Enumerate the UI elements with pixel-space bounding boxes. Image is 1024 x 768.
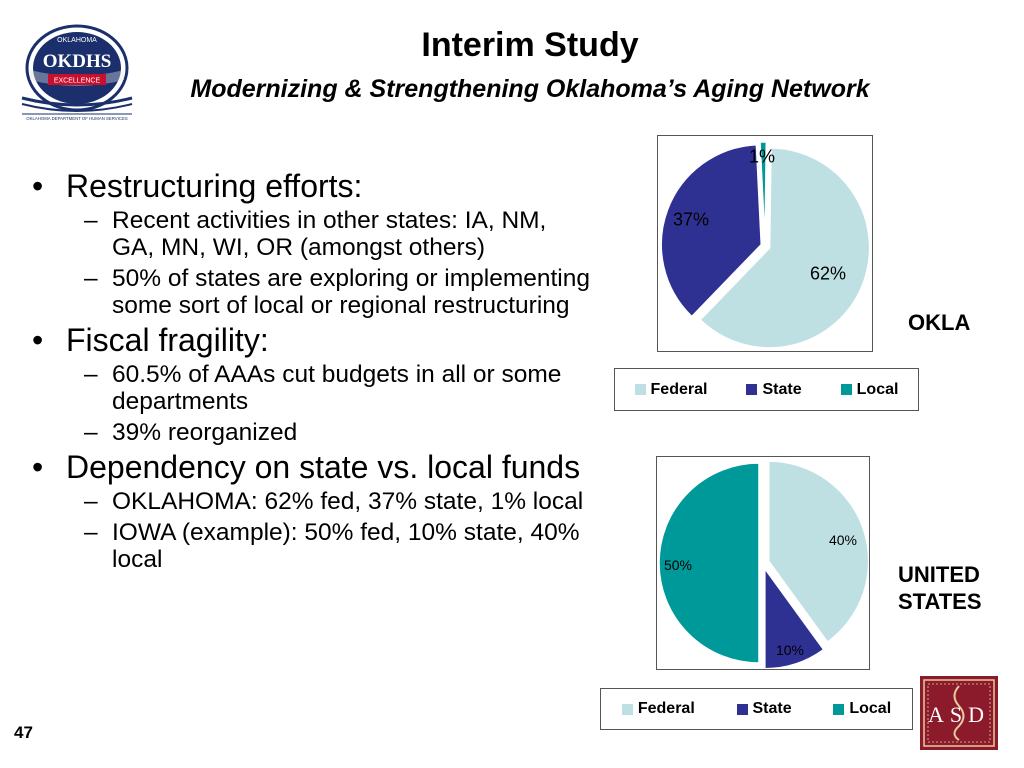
pie-data-label-federal: 40% <box>829 532 857 548</box>
us-pie-chart: 40% 10% 50% <box>658 460 870 670</box>
pie-slice-state <box>764 566 825 670</box>
bullet-list: Restructuring efforts: Recent activities… <box>32 165 592 577</box>
legend-item-state: State <box>746 380 802 399</box>
legend-swatch <box>736 703 748 715</box>
pie-slice-federal <box>699 147 871 349</box>
legend-label: Local <box>856 380 899 398</box>
legend-swatch <box>621 703 633 715</box>
bullet-item: Restructuring efforts: <box>32 169 592 203</box>
pie-data-label-federal: 62% <box>810 263 846 283</box>
sub-bullet-item: 50% of states are exploring or implement… <box>32 265 592 319</box>
legend-label: Local <box>849 700 892 717</box>
pie-data-label-local: 1% <box>749 146 775 166</box>
okla-region-label: OKLA <box>908 310 971 335</box>
pie-slice-federal <box>767 460 870 644</box>
logo-footer-text: OKLAHOMA DEPARTMENT OF HUMAN SERVICES <box>26 116 128 121</box>
pie-data-label-state: 37% <box>673 209 709 229</box>
sub-bullet-item: 60.5% of AAAs cut budgets in all or some… <box>32 361 592 415</box>
asd-logo: ASD <box>920 676 998 750</box>
page-title: Interim Study <box>421 26 639 64</box>
us-chart-legend: Federal State Local <box>600 688 913 730</box>
page-number: 47 <box>14 723 33 742</box>
legend-label: Federal <box>650 380 708 398</box>
page-subtitle: Modernizing & Strengthening Oklahoma’s A… <box>190 75 870 103</box>
bullet-item: Fiscal fragility: <box>32 323 592 357</box>
sub-bullet-item: 39% reorganized <box>32 419 592 446</box>
logo-ribbon-text: EXCELLENCE <box>54 78 101 85</box>
legend-swatch <box>833 703 845 715</box>
okla-pie-chart: 62% 37% 1% <box>660 141 871 349</box>
sub-bullet-item: Recent activities in other states: IA, N… <box>32 207 592 261</box>
asd-logo-text: ASD <box>928 702 990 727</box>
legend-item-federal: Federal <box>621 700 695 718</box>
legend-swatch <box>840 384 852 395</box>
legend-item-federal: Federal <box>634 380 708 399</box>
legend-item-local: Local <box>840 380 899 399</box>
us-region-label: UNITED STATES <box>898 562 982 614</box>
logo-top-text: OKLAHOMA <box>57 37 97 44</box>
pie-data-label-state: 10% <box>776 642 804 658</box>
okla-chart-legend: Federal State Local <box>614 368 919 411</box>
pie-slice-state <box>660 143 763 318</box>
okla-chart-frame: 62% 37% 1% <box>657 135 873 352</box>
sub-bullet-item: IOWA (example): 50% fed, 10% state, 40% … <box>32 519 592 573</box>
bullet-item: Dependency on state vs. local funds <box>32 450 592 484</box>
legend-swatch <box>746 384 758 395</box>
legend-item-state: State <box>736 700 792 718</box>
pie-data-label-local: 50% <box>664 557 692 573</box>
sub-bullet-item: OKLAHOMA: 62% fed, 37% state, 1% local <box>32 488 592 515</box>
logo-brand-text: OKDHS <box>43 51 112 72</box>
legend-label: State <box>752 700 792 717</box>
pie-slice-local <box>658 462 760 664</box>
pie-slice-local <box>759 141 768 243</box>
legend-label: State <box>762 380 802 398</box>
legend-label: Federal <box>637 700 695 717</box>
okdhs-logo: OKLAHOMA OKDHS EXCELLENCE OKLAHOMA DEPAR… <box>21 24 133 121</box>
legend-swatch <box>634 384 646 395</box>
us-chart-frame: 40% 10% 50% <box>656 456 870 670</box>
legend-item-local: Local <box>833 700 891 718</box>
